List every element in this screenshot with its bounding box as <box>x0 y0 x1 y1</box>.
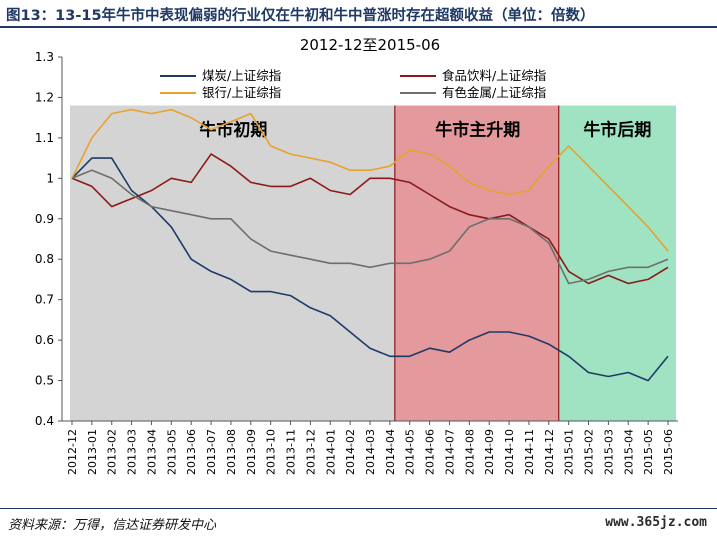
x-tick-label: 2014-04 <box>384 429 397 475</box>
x-tick-label: 2013-06 <box>185 429 198 475</box>
x-tick-label: 2015-02 <box>583 429 596 475</box>
y-tick-label: 0.9 <box>35 212 54 226</box>
phase-label: 牛市主升期 <box>435 120 520 141</box>
x-tick-label: 2015-03 <box>602 429 615 475</box>
x-tick-label: 2014-02 <box>344 429 357 475</box>
x-tick-label: 2014-08 <box>463 429 476 475</box>
figure-title: 图13：13-15年牛市中表现偏弱的行业仅在牛初和牛中普涨时存在超额收益（单位：… <box>6 8 595 24</box>
x-tick-label: 2014-03 <box>364 429 377 475</box>
legend-label: 煤炭/上证综指 <box>202 68 281 83</box>
x-tick-label: 2013-08 <box>225 429 238 475</box>
x-tick-label: 2013-01 <box>86 429 99 475</box>
x-tick-label: 2013-04 <box>145 429 158 475</box>
series-line <box>71 157 669 382</box>
x-tick-label: 2014-09 <box>483 429 496 475</box>
y-tick-label: 0.6 <box>35 333 54 347</box>
x-tick-label: 2015-06 <box>662 429 675 475</box>
phase-label: 牛市初期 <box>199 120 267 141</box>
y-tick-label: 0.5 <box>35 374 54 388</box>
x-tick-label: 2013-11 <box>285 429 298 475</box>
x-tick-label: 2013-02 <box>106 429 119 475</box>
y-tick-label: 0.7 <box>35 293 54 307</box>
legend-label: 食品饮料/上证综指 <box>442 68 546 83</box>
y-tick-label: 0.8 <box>35 252 54 266</box>
chart-title: 2012-12至2015-06 <box>300 36 440 54</box>
phase-label: 牛市后期 <box>583 120 651 141</box>
x-tick-label: 2013-07 <box>205 429 218 475</box>
source-note: 资料来源：万得，信达证券研发中心 <box>8 518 217 533</box>
series-line <box>71 169 669 285</box>
x-tick-label: 2013-09 <box>245 429 258 475</box>
x-tick-label: 2015-05 <box>642 429 655 475</box>
y-tick-label: 1.1 <box>35 131 54 145</box>
legend-label: 有色金属/上证综指 <box>442 85 546 100</box>
x-tick-label: 2014-01 <box>324 429 337 475</box>
line-chart: 牛市初期 牛市主升期 牛市后期 0.4 0.5 0.6 0.7 0.8 0.9 1 1.1 1.2 1.… <box>35 36 678 475</box>
x-tick-label: 2013-12 <box>304 429 317 475</box>
series-line <box>71 153 669 285</box>
footer-divider <box>0 508 717 509</box>
y-tick-label: 1.3 <box>35 50 54 64</box>
legend-label: 银行/上证综指 <box>202 85 281 100</box>
x-tick-label: 2014-05 <box>404 429 417 475</box>
y-tick-label: 1 <box>46 171 54 185</box>
x-tick-label: 2014-11 <box>523 429 536 475</box>
x-tick-label: 2015-04 <box>622 429 635 475</box>
title-divider <box>0 26 717 28</box>
x-tick-label: 2013-03 <box>126 429 139 475</box>
y-tick-label: 1.2 <box>35 90 54 104</box>
x-tick-label: 2015-01 <box>563 429 576 475</box>
x-tick-label: 2013-05 <box>165 429 178 475</box>
x-tick-label: 2014-06 <box>424 429 437 475</box>
phase-band <box>394 105 561 422</box>
watermark: www.365jz.com <box>605 515 707 530</box>
x-tick-label: 2012-12 <box>66 429 79 475</box>
x-tick-label: 2014-07 <box>443 429 456 475</box>
x-tick-label: 2014-12 <box>543 429 556 475</box>
series-line <box>71 108 669 252</box>
x-tick-label: 2013-10 <box>265 429 278 475</box>
x-tick-label: 2014-10 <box>503 429 516 475</box>
y-tick-label: 0.4 <box>35 414 54 428</box>
